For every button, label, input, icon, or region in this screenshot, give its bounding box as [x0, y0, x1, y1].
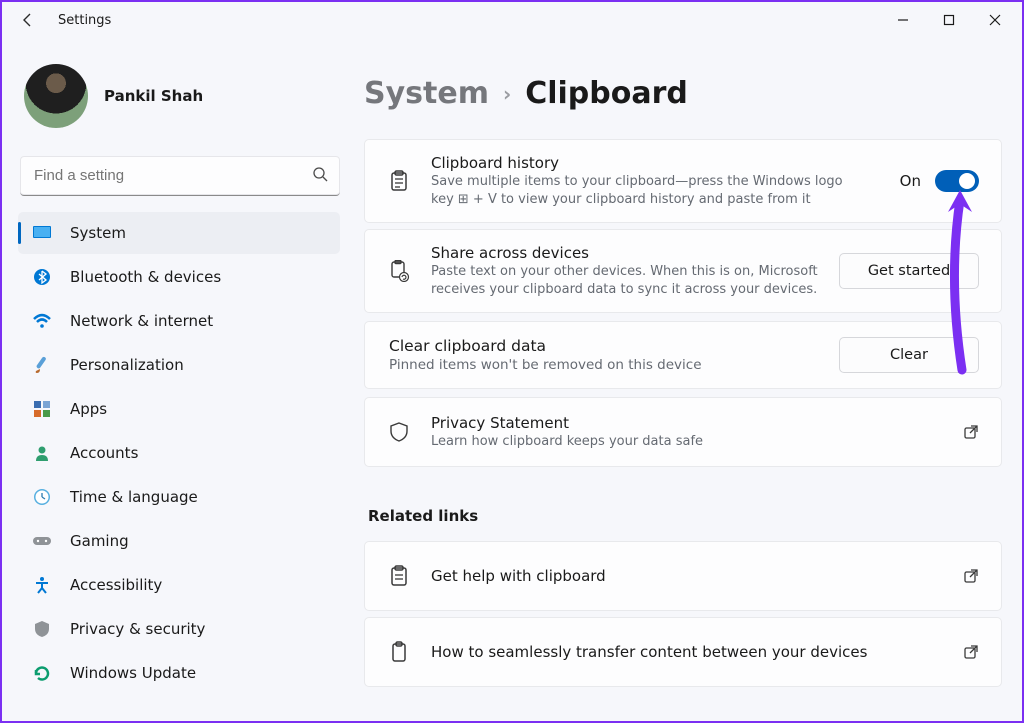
sidebar-item-system[interactable]: System	[18, 212, 340, 254]
card-privacy-statement[interactable]: Privacy Statement Learn how clipboard ke…	[364, 397, 1002, 467]
sidebar-item-update[interactable]: Windows Update	[18, 652, 340, 694]
sidebar-item-label: Gaming	[70, 532, 129, 550]
shield-icon	[32, 619, 52, 639]
close-button[interactable]	[972, 5, 1018, 35]
sidebar-item-gaming[interactable]: Gaming	[18, 520, 340, 562]
sidebar: Pankil Shah System Bluetooth & devices N…	[2, 38, 354, 721]
clipboard-outline-icon	[387, 640, 411, 664]
clipboard-icon	[387, 564, 411, 588]
breadcrumb-current: Clipboard	[525, 76, 688, 111]
card-title: Privacy Statement	[431, 414, 943, 432]
card-clipboard-history: Clipboard history Save multiple items to…	[364, 139, 1002, 223]
nav-list: System Bluetooth & devices Network & int…	[14, 210, 346, 710]
bluetooth-icon	[32, 267, 52, 287]
sidebar-item-accounts[interactable]: Accounts	[18, 432, 340, 474]
card-title: How to seamlessly transfer content betwe…	[431, 643, 943, 661]
search-box	[20, 156, 340, 196]
search-icon	[312, 166, 328, 186]
card-share-devices: Share across devices Paste text on your …	[364, 229, 1002, 313]
apps-icon	[32, 399, 52, 419]
external-link-icon	[963, 424, 979, 440]
card-title: Clipboard history	[431, 154, 880, 172]
window-controls	[880, 5, 1018, 35]
external-link-icon	[963, 644, 979, 660]
shield-outline-icon	[387, 420, 411, 444]
external-link-icon	[963, 568, 979, 584]
system-icon	[32, 223, 52, 243]
minimize-button[interactable]	[880, 5, 926, 35]
sidebar-item-label: Accessibility	[70, 576, 162, 594]
sidebar-item-time[interactable]: Time & language	[18, 476, 340, 518]
wifi-icon	[32, 311, 52, 331]
sidebar-item-privacy[interactable]: Privacy & security	[18, 608, 340, 650]
card-desc: Save multiple items to your clipboard—pr…	[431, 173, 851, 208]
related-links-heading: Related links	[368, 507, 1002, 525]
person-icon	[32, 443, 52, 463]
clock-icon	[32, 487, 52, 507]
sidebar-item-label: Network & internet	[70, 312, 213, 330]
avatar	[24, 64, 88, 128]
clipboard-history-toggle[interactable]	[935, 170, 979, 192]
sidebar-item-label: Apps	[70, 400, 107, 418]
sidebar-item-label: Privacy & security	[70, 620, 205, 638]
sidebar-item-label: System	[70, 224, 126, 242]
card-title: Get help with clipboard	[431, 567, 943, 585]
card-clear-clipboard: Clear clipboard data Pinned items won't …	[364, 321, 1002, 389]
profile[interactable]: Pankil Shah	[14, 54, 346, 148]
brush-icon	[32, 355, 52, 375]
main-content: System › Clipboard Clipboard history Sav…	[354, 38, 1022, 721]
clipboard-sync-icon	[387, 259, 411, 283]
sidebar-item-label: Windows Update	[70, 664, 196, 682]
sidebar-item-label: Accounts	[70, 444, 138, 462]
chevron-right-icon: ›	[503, 82, 511, 106]
accessibility-icon	[32, 575, 52, 595]
card-desc: Paste text on your other devices. When t…	[431, 263, 819, 298]
card-transfer-content[interactable]: How to seamlessly transfer content betwe…	[364, 617, 1002, 687]
toggle-label: On	[900, 172, 921, 190]
sidebar-item-label: Time & language	[70, 488, 198, 506]
card-desc: Learn how clipboard keeps your data safe	[431, 433, 851, 451]
update-icon	[32, 663, 52, 683]
breadcrumb-parent[interactable]: System	[364, 76, 489, 111]
window-title: Settings	[58, 13, 111, 28]
sidebar-item-label: Personalization	[70, 356, 184, 374]
clear-button[interactable]: Clear	[839, 337, 979, 373]
gamepad-icon	[32, 531, 52, 551]
card-title: Share across devices	[431, 244, 819, 262]
search-input[interactable]	[20, 156, 340, 196]
profile-name: Pankil Shah	[104, 87, 203, 105]
card-desc: Pinned items won't be removed on this de…	[389, 356, 809, 374]
sidebar-item-apps[interactable]: Apps	[18, 388, 340, 430]
card-help-clipboard[interactable]: Get help with clipboard	[364, 541, 1002, 611]
maximize-button[interactable]	[926, 5, 972, 35]
back-button[interactable]	[12, 4, 44, 36]
get-started-button[interactable]: Get started	[839, 253, 979, 289]
sidebar-item-label: Bluetooth & devices	[70, 268, 221, 286]
sidebar-item-accessibility[interactable]: Accessibility	[18, 564, 340, 606]
card-title: Clear clipboard data	[389, 337, 819, 355]
titlebar: Settings	[2, 2, 1022, 38]
breadcrumb: System › Clipboard	[364, 76, 1002, 111]
sidebar-item-network[interactable]: Network & internet	[18, 300, 340, 342]
sidebar-item-personalization[interactable]: Personalization	[18, 344, 340, 386]
sidebar-item-bluetooth[interactable]: Bluetooth & devices	[18, 256, 340, 298]
clipboard-icon	[387, 169, 411, 193]
